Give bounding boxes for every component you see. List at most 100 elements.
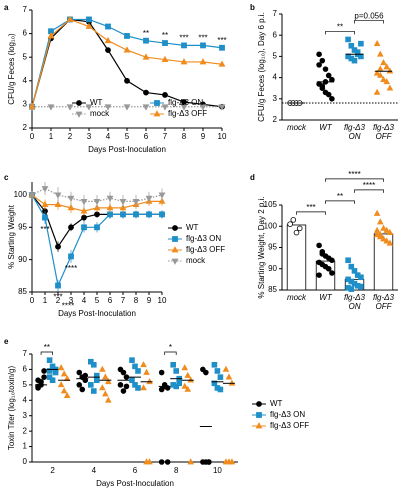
series-line — [31, 18, 223, 107]
marker — [91, 388, 97, 394]
x-tick-label: 3 — [87, 132, 92, 141]
marker — [184, 385, 192, 392]
bracket-label: ** — [337, 23, 343, 32]
marker — [81, 214, 87, 221]
marker — [329, 96, 335, 102]
x-tick-label: 4 — [82, 296, 87, 305]
marker — [380, 235, 387, 242]
marker — [181, 382, 189, 389]
marker — [171, 246, 179, 253]
legend-label: flg-Δ3 OFF — [270, 421, 309, 430]
annotation: **** — [65, 264, 77, 273]
x-tick-label: 0 — [30, 296, 35, 305]
marker — [123, 46, 131, 53]
marker — [120, 211, 126, 218]
y-tick-label: 3 — [23, 100, 28, 109]
x-tick-label: WT — [319, 123, 332, 132]
marker — [154, 100, 160, 106]
marker — [199, 58, 207, 65]
marker — [67, 204, 75, 211]
annotation: *** — [179, 34, 188, 43]
marker — [345, 257, 351, 264]
marker — [184, 371, 192, 378]
x-tick-label: 6 — [133, 466, 138, 475]
x-tick-label-box: mock — [287, 123, 306, 132]
marker — [316, 51, 322, 58]
marker — [47, 104, 55, 111]
series-line — [31, 18, 223, 108]
marker — [132, 382, 138, 388]
marker — [104, 36, 112, 44]
legend-label: WT — [270, 399, 283, 408]
marker — [376, 50, 384, 57]
marker — [172, 225, 178, 231]
marker — [123, 383, 130, 390]
annotation: *** — [217, 36, 226, 45]
marker — [158, 369, 165, 376]
marker — [348, 286, 355, 292]
marker — [358, 274, 364, 281]
y-tick-label: 5 — [273, 52, 278, 61]
marker — [75, 111, 83, 118]
y-axis-label: % Starting Weight, Day 2 p.i. — [257, 196, 266, 298]
x-tick-label: WT — [319, 293, 332, 302]
series-line — [31, 18, 223, 107]
marker — [67, 195, 75, 203]
marker — [49, 377, 56, 384]
x-tick-label: 1 — [43, 296, 48, 305]
legend-label: flg-Δ3 OFF — [168, 109, 207, 118]
panel-label: c — [4, 173, 9, 182]
marker — [316, 242, 322, 249]
marker — [373, 88, 381, 95]
bracket-label: *** — [306, 203, 315, 212]
marker — [85, 104, 93, 111]
bracket-label: p=0.056 — [354, 12, 384, 21]
marker — [158, 459, 165, 465]
bracket-label: ** — [44, 343, 50, 352]
marker — [91, 361, 97, 368]
bracket — [354, 20, 384, 24]
marker — [293, 229, 300, 236]
marker — [105, 378, 112, 385]
bracket — [164, 351, 177, 355]
marker — [325, 72, 332, 79]
marker — [348, 263, 355, 270]
marker — [146, 211, 152, 218]
marker — [80, 207, 88, 214]
marker — [255, 422, 263, 429]
marker — [176, 380, 183, 387]
marker — [316, 62, 322, 68]
marker — [345, 36, 351, 43]
x-tick-label: 2 — [50, 466, 55, 475]
legend-label: WT — [90, 98, 103, 107]
marker — [296, 225, 303, 232]
marker — [373, 69, 381, 76]
marker — [123, 104, 131, 111]
bracket — [325, 200, 355, 204]
marker — [60, 370, 68, 377]
marker — [376, 65, 384, 72]
panel-label: e — [4, 337, 9, 346]
x-tick-label: 2 — [56, 296, 61, 305]
marker — [120, 388, 127, 394]
x-tick-label: 4 — [92, 466, 97, 475]
x-tick-label: 1 — [49, 132, 54, 141]
marker — [88, 358, 94, 365]
legend-label: mock — [90, 109, 110, 118]
y-tick-label: 95 — [268, 243, 277, 252]
y-axis-label: % Starting Weight — [7, 204, 16, 269]
y-tick-label: 100 — [14, 190, 28, 199]
marker — [386, 84, 394, 91]
y-tick-label: 90 — [268, 264, 277, 273]
marker — [218, 104, 226, 111]
marker — [222, 365, 230, 372]
marker — [119, 199, 127, 206]
marker — [373, 209, 381, 216]
x-tick-label-box: WT — [319, 123, 332, 132]
x-tick-label: 2 — [68, 132, 73, 141]
bracket — [325, 31, 355, 35]
marker — [132, 199, 140, 206]
marker — [41, 186, 49, 193]
marker — [129, 357, 135, 363]
